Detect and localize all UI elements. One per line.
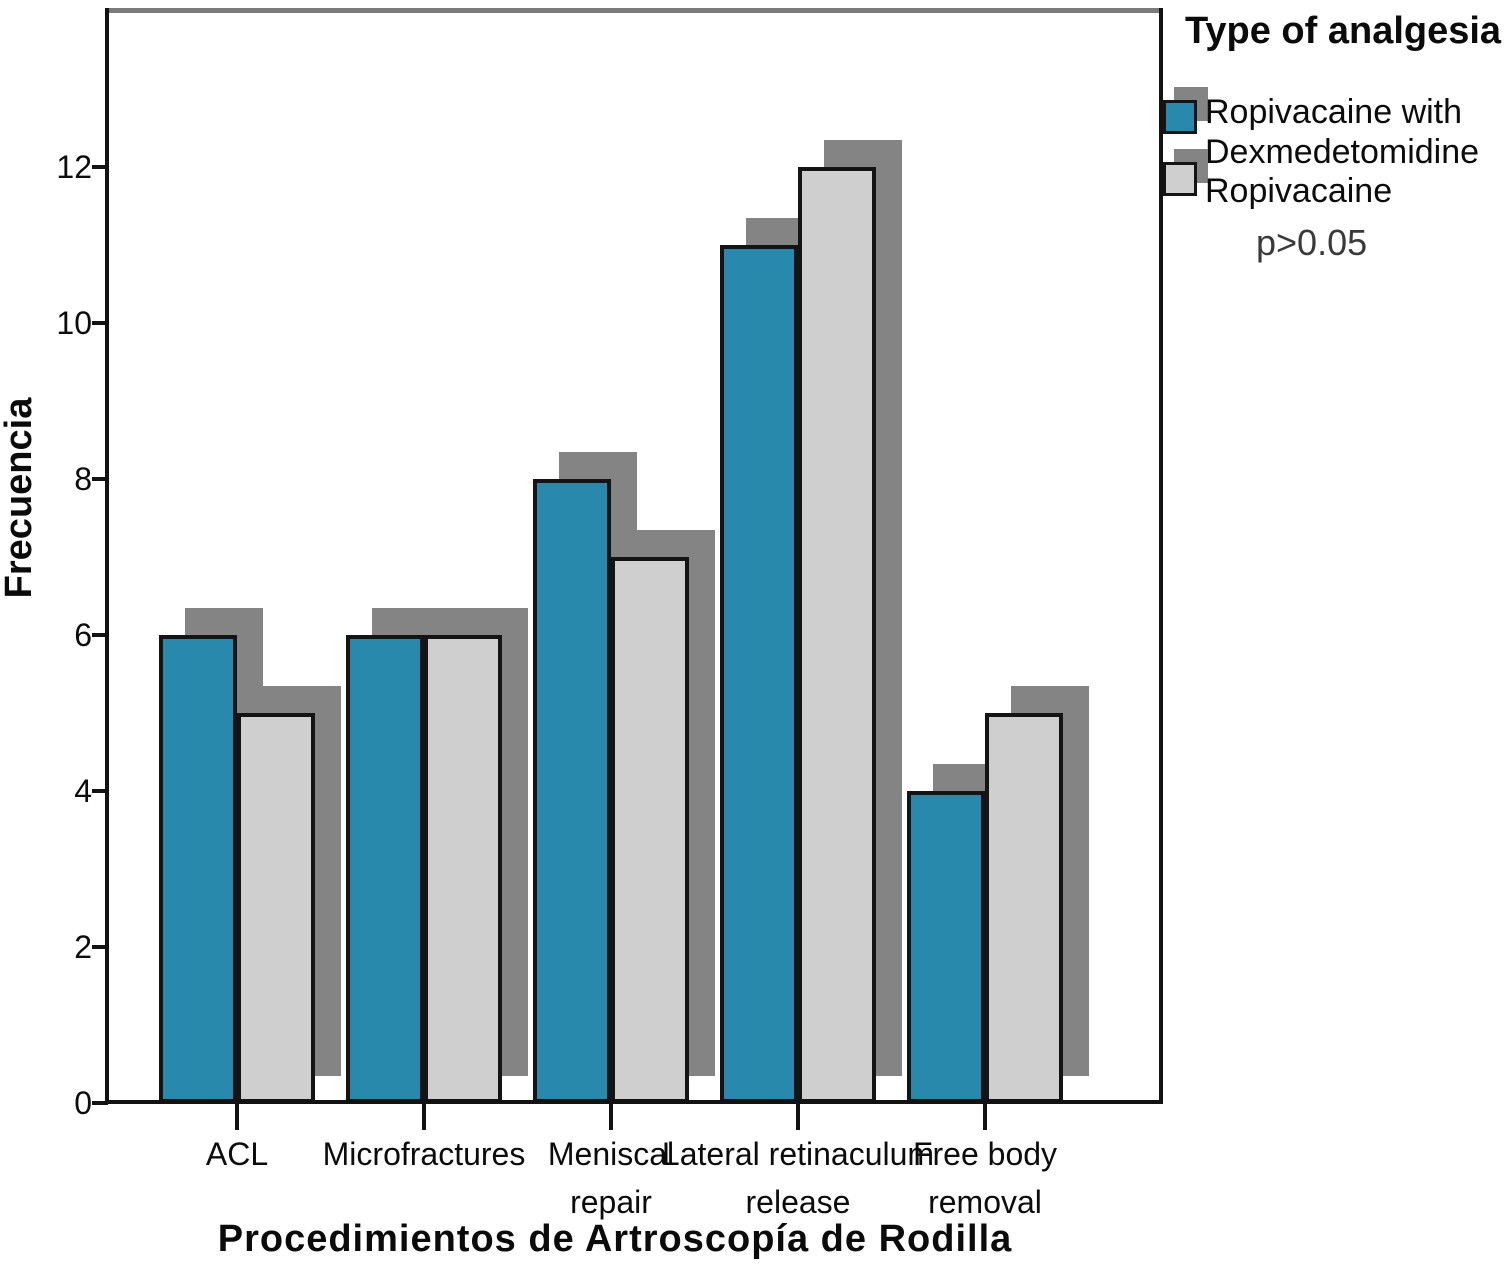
- y-tick: [92, 789, 108, 793]
- x-tick: [609, 1100, 613, 1130]
- x-tick-label: removal: [928, 1184, 1042, 1220]
- x-tick-label: Microfractures: [322, 1136, 526, 1172]
- legend-label-line: Ropivacaine: [1205, 172, 1393, 210]
- y-tick-label: 8: [74, 461, 92, 497]
- x-axis-title: Procedimientos de Artroscopía de Rodilla: [217, 1218, 1013, 1260]
- x-tick: [983, 1100, 987, 1130]
- plot-frame-right: [1159, 8, 1163, 1104]
- bar-free-body-removal-series-0: [907, 791, 985, 1103]
- y-tick: [92, 945, 108, 949]
- bar-acl-series-1: [237, 713, 315, 1103]
- y-tick-label: 4: [74, 773, 92, 809]
- y-tick-label: 0: [74, 1085, 92, 1121]
- bar-meniscal-repair-series-1: [611, 557, 689, 1103]
- bar-microfractures-series-0: [346, 635, 424, 1103]
- y-tick: [92, 633, 108, 637]
- x-tick-label: Meniscal: [547, 1136, 675, 1172]
- y-tick-label: 10: [56, 305, 92, 341]
- x-tick: [235, 1100, 239, 1130]
- x-tick-label: release: [745, 1184, 851, 1220]
- bar-microfractures-series-1: [424, 635, 502, 1103]
- bar-acl-series-0: [159, 635, 237, 1103]
- x-tick-label: Lateral retinaculum: [661, 1136, 935, 1172]
- y-tick: [92, 1101, 108, 1105]
- legend-swatch-ropivacaine: [1163, 162, 1197, 196]
- plot-frame-top: [108, 8, 1162, 13]
- x-tick: [796, 1100, 800, 1130]
- y-axis-title: Frecuencia: [0, 397, 40, 599]
- y-tick-label: 6: [74, 617, 92, 653]
- bar-free-body-removal-series-1: [985, 713, 1063, 1103]
- y-tick-label: 2: [74, 929, 92, 965]
- y-tick: [92, 477, 108, 481]
- x-axis-line: [105, 1100, 1163, 1104]
- p-value-annotation: p>0.05: [1256, 222, 1368, 263]
- y-tick-label: 12: [56, 149, 92, 185]
- x-tick-label: Free body: [912, 1136, 1058, 1172]
- y-tick: [92, 321, 108, 325]
- bar-lateral-retinaculum-release-series-1: [798, 167, 876, 1103]
- x-tick: [422, 1100, 426, 1130]
- bar-lateral-retinaculum-release-series-0: [720, 245, 798, 1103]
- legend-label-line: Dexmedetomidine: [1205, 133, 1480, 171]
- legend-swatch-ropivacaine-dexmedetomidine: [1163, 100, 1197, 134]
- y-tick: [92, 165, 108, 169]
- legend-title: Type of analgesia: [1185, 10, 1502, 52]
- x-tick-label: repair: [570, 1184, 652, 1220]
- bar-meniscal-repair-series-0: [533, 479, 611, 1103]
- legend-label-line: Ropivacaine with: [1205, 93, 1463, 131]
- y-axis-line: [105, 8, 109, 1104]
- x-tick-label: ACL: [205, 1136, 269, 1172]
